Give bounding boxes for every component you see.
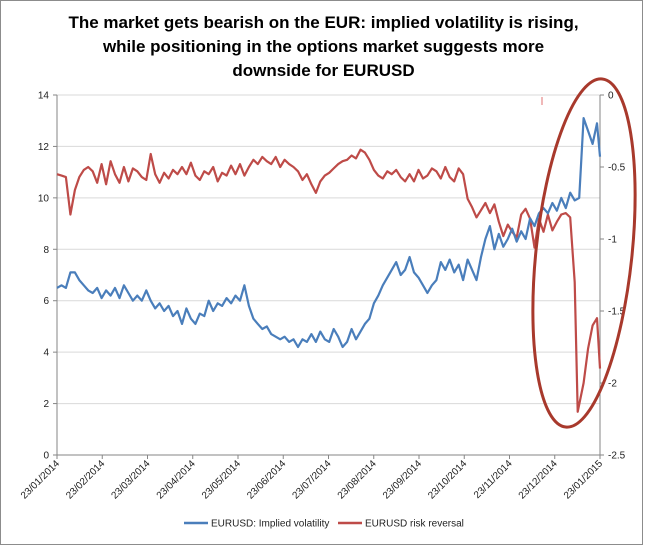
- right-tick-label-2: -1.5: [608, 307, 626, 318]
- left-tick-label-6: 12: [38, 142, 50, 153]
- x-tick-label-5: 23/06/2014: [245, 458, 288, 501]
- series-lines: [56, 117, 602, 413]
- left-tick-label-4: 8: [43, 245, 49, 256]
- x-tick-label-1: 23/02/2014: [64, 458, 107, 501]
- legend-label-1: EURUSD risk reversal: [365, 519, 464, 530]
- legend-label-0: EURUSD: Implied volatility: [211, 519, 329, 530]
- left-tick-label-5: 10: [38, 193, 50, 204]
- chart-title: The market gets bearish on the EUR: impl…: [68, 13, 579, 80]
- series-line-implied-volatility: [56, 117, 602, 349]
- x-tick-label-2: 23/03/2014: [109, 458, 152, 501]
- right-tick-label-1: -2: [608, 379, 617, 390]
- legend: EURUSD: Implied volatility EURUSD risk re…: [184, 519, 464, 530]
- x-tick-label-10: 23/11/2014: [472, 458, 515, 501]
- x-tick-label-6: 23/07/2014: [290, 458, 333, 501]
- highlight-ellipse: [531, 77, 637, 429]
- right-axis-ticks: -2.5 -2 -1.5 -1 -0.5 0: [600, 91, 626, 462]
- x-tick-label-8: 23/09/2014: [381, 458, 424, 501]
- left-axis-ticks: 0 2 4 6 8 10 12 14: [38, 91, 57, 462]
- x-tick-label-12: 23/01/2015: [562, 458, 605, 501]
- left-tick-label-2: 4: [43, 348, 49, 359]
- left-tick-label-3: 6: [43, 296, 49, 307]
- x-axis-ticks: 23/01/2014 23/02/2014 23/03/2014 23/04/2014…: [19, 455, 605, 502]
- x-tick-label-4: 23/05/2014: [200, 458, 243, 501]
- left-tick-label-1: 2: [43, 399, 49, 410]
- right-tick-label-0: -2.5: [608, 451, 626, 462]
- x-tick-label-9: 23/10/2014: [426, 458, 469, 501]
- x-tick-label-11: 23/12/2014: [517, 458, 560, 501]
- right-tick-label-4: -0.5: [608, 163, 626, 174]
- x-tick-label-7: 23/08/2014: [336, 458, 379, 501]
- left-tick-label-0: 0: [43, 451, 49, 462]
- x-tick-label-0: 23/01/2014: [19, 458, 62, 501]
- series-line-risk-reversal: [56, 148, 602, 413]
- highlight-ellipse-shape: [531, 77, 637, 429]
- gridlines: [57, 94, 600, 456]
- left-tick-label-7: 14: [38, 91, 50, 102]
- x-tick-label-3: 23/04/2014: [155, 458, 198, 501]
- right-tick-label-3: -1: [608, 235, 617, 246]
- right-tick-label-5: 0: [608, 91, 614, 102]
- axes: [56, 95, 601, 456]
